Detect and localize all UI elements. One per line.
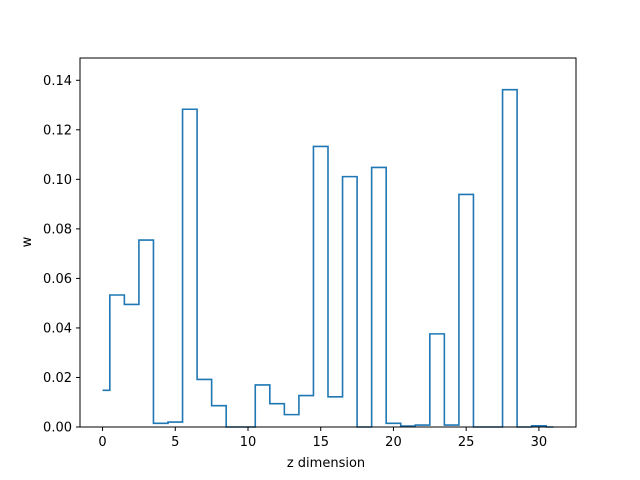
x-tick-label: 25 [458,435,475,450]
y-axis-label: w [20,236,35,247]
plot-area [102,88,554,428]
x-tick-label: 20 [385,435,402,450]
y-tick-label: 0.10 [43,173,72,188]
x-tick-label: 0 [98,435,106,450]
axes-frame [79,57,577,428]
y-tick-label: 0.06 [43,272,72,287]
x-tick-label: 5 [171,435,179,450]
y-tick-label: 0.12 [43,123,72,138]
axes: 0 5 10 15 20 25 30 0.00 0.02 0.04 0.06 0.08 0.10 0.12… [43,57,577,450]
x-tick-label: 15 [312,435,329,450]
series-step-line [102,88,554,428]
y-tick-label: 0.02 [43,371,72,386]
x-axis-label: z dimension [287,456,365,471]
y-tick-label: 0.00 [43,421,72,436]
y-tick-label: 0.04 [43,321,72,336]
x-tick-label: 30 [531,435,548,450]
x-tick-label: 10 [240,435,257,450]
y-tick-label: 0.08 [43,222,72,237]
y-tick-label: 0.14 [43,74,72,89]
